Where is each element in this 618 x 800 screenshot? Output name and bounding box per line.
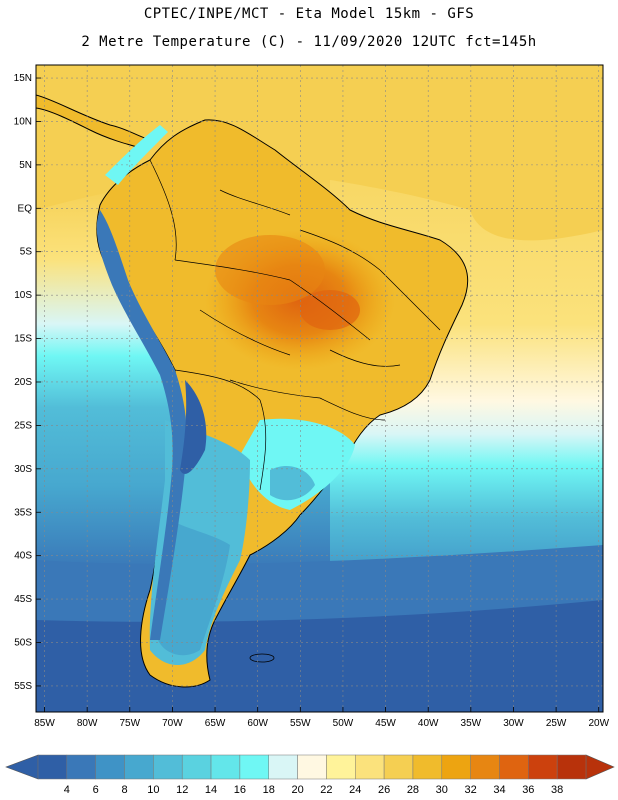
- map-field: [36, 65, 603, 712]
- colorbar-swatch: [470, 754, 500, 780]
- latitude-label: 15S: [14, 334, 32, 345]
- longitude-label: 60W: [247, 718, 268, 729]
- uruguay-cool: [270, 465, 315, 501]
- colorbar-swatch: [181, 754, 212, 780]
- colorbar-tick-label: 22: [320, 784, 332, 796]
- central-andes-peak: [180, 380, 207, 474]
- latitude-label: 5N: [19, 160, 32, 171]
- hottest-spot: [300, 290, 360, 330]
- colorbar-swatch: [556, 754, 587, 780]
- colorbar-max-arrow: [585, 754, 615, 780]
- temperature-colorbar: 4 6 8 10 12 14 16 18 20 22 24 26 28 30 32 34 36 38: [5, 754, 615, 796]
- colorbar-tick-label: 20: [291, 784, 303, 796]
- latitude-label: EQ: [18, 203, 33, 214]
- latitude-labels: 15N 10N 5N EQ 5S 10S 15S 20S 25S 30S 35S 40S 45S 50S 5…: [14, 73, 33, 692]
- colorbar-swatch: [297, 754, 327, 780]
- south-brazil-cool: [240, 418, 355, 510]
- falkland-islands: [249, 653, 275, 663]
- colorbar-tick-label: 30: [436, 784, 448, 796]
- latitude-label: 10N: [14, 116, 32, 127]
- patagonia-colder: [158, 520, 230, 656]
- colorbar-swatch: [528, 754, 558, 780]
- colorbar-tick-label: 38: [551, 784, 563, 796]
- colorbar-tick-label: 14: [205, 784, 217, 796]
- colorbar-tick-label: 28: [407, 784, 419, 796]
- longitude-label: 20W: [588, 718, 609, 729]
- longitude-label: 35W: [461, 718, 482, 729]
- latitude-label: 15N: [14, 73, 32, 84]
- tropical-ocean: [36, 65, 603, 241]
- longitude-label: 25W: [546, 718, 567, 729]
- latitude-label: 25S: [14, 420, 32, 431]
- latitude-label: 5S: [20, 247, 33, 258]
- latitude-label: 10S: [14, 290, 32, 301]
- longitude-label: 45W: [375, 718, 396, 729]
- map-title-line2: 2 Metre Temperature (C) - 11/09/2020 12U…: [81, 34, 537, 50]
- colorbar-swatch: [412, 754, 443, 780]
- colorbar-tick-label: 12: [176, 784, 188, 796]
- longitude-label: 85W: [34, 718, 55, 729]
- colorbar-swatch: [210, 754, 241, 780]
- political-borders: [149, 159, 441, 491]
- colorbar-swatch: [95, 754, 125, 780]
- colorbar-swatch: [383, 754, 414, 780]
- longitude-labels: 85W 80W 75W 70W 65W 60W 55W 50W 45W 40W 35W 30W 25W 2…: [34, 718, 609, 729]
- colorbar-tick-label: 34: [493, 784, 505, 796]
- longitude-label: 65W: [205, 718, 226, 729]
- latitude-label: 30S: [14, 464, 32, 475]
- latitude-label: 40S: [14, 551, 32, 562]
- northern-andes: [105, 125, 168, 185]
- colorbar-tick-label: 24: [349, 784, 361, 796]
- colorbar-swatch: [37, 754, 68, 780]
- longitude-label: 55W: [290, 718, 311, 729]
- colorbar-tick-label: 16: [234, 784, 246, 796]
- map-title-line1: CPTEC/INPE/MCT - Eta Model 15km - GFS: [143, 6, 475, 22]
- colorbar-swatch: [326, 754, 356, 780]
- latitude-label: 50S: [14, 638, 32, 649]
- hot-core-north: [215, 235, 325, 305]
- colorbar-swatch: [499, 754, 529, 780]
- latitude-label: 35S: [14, 507, 32, 518]
- latitude-label: 20S: [14, 377, 32, 388]
- colorbar-tick-label: 8: [121, 784, 127, 796]
- colorbar-tick-label: 18: [263, 784, 275, 796]
- colorbar-swatch: [441, 754, 471, 780]
- colorbar-swatch: [66, 754, 96, 780]
- longitude-label: 70W: [162, 718, 183, 729]
- longitude-label: 30W: [503, 718, 524, 729]
- colorbar-swatch: [239, 754, 269, 780]
- temperature-map: 15N 10N 5N EQ 5S 10S 15S 20S 25S 30S 35S 40S 45S 50S 5…: [14, 64, 610, 729]
- longitude-label: 50W: [333, 718, 354, 729]
- colorbar-tick-label: 6: [93, 784, 99, 796]
- colorbar-swatch: [268, 754, 298, 780]
- colorbar-tick-label: 10: [147, 784, 159, 796]
- colorbar-tick-label: 4: [64, 784, 70, 796]
- axis-ticks: [36, 77, 600, 712]
- colorbar-swatch: [124, 754, 154, 780]
- latitude-label: 55S: [14, 681, 32, 692]
- latitude-label: 45S: [14, 594, 32, 605]
- colorbar-tick-label: 26: [378, 784, 390, 796]
- longitude-label: 75W: [120, 718, 141, 729]
- andes-cold-ridge: [96, 210, 187, 640]
- longitude-label: 80W: [77, 718, 98, 729]
- colorbar-swatch: [355, 754, 385, 780]
- longitude-label: 40W: [418, 718, 439, 729]
- colorbar-tick-label: 32: [465, 784, 477, 796]
- colorbar-swatch: [153, 754, 183, 780]
- map-frame: [35, 64, 604, 713]
- colorbar-tick-label: 36: [522, 784, 534, 796]
- colorbar-min-arrow: [5, 754, 39, 780]
